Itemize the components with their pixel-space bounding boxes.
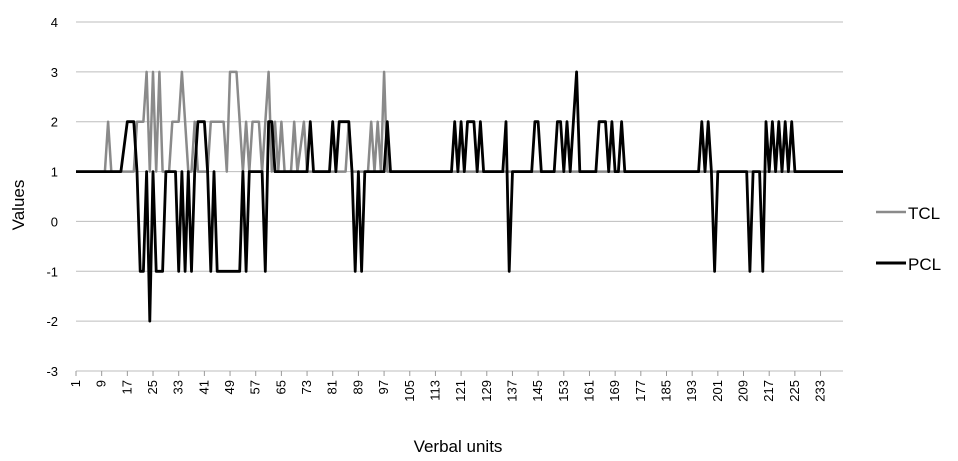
x-axis-title: Verbal units xyxy=(414,437,503,456)
y-tick-label: 1 xyxy=(51,165,58,180)
legend-label-tcl: TCL xyxy=(908,204,940,223)
y-tick-label: 4 xyxy=(51,15,58,30)
x-tick-label: 73 xyxy=(299,380,314,394)
y-axis-title: Values xyxy=(9,180,28,231)
x-tick-label: 177 xyxy=(633,380,648,402)
x-tick-label: 1 xyxy=(68,380,83,387)
gridlines xyxy=(76,21,843,372)
x-tick-label: 129 xyxy=(479,380,494,402)
x-tick-label: 97 xyxy=(376,380,391,394)
x-tick-label: 25 xyxy=(145,380,160,394)
x-tick-label: 201 xyxy=(710,380,725,402)
x-tick-label: 233 xyxy=(813,380,828,402)
y-tick-label: -1 xyxy=(46,264,58,279)
x-tick-label: 9 xyxy=(94,380,109,387)
x-tick-label: 17 xyxy=(119,380,134,394)
x-tick-label: 145 xyxy=(530,380,545,402)
x-tick-label: 169 xyxy=(607,380,622,402)
x-tick-label: 161 xyxy=(581,380,596,402)
x-tick-label: 81 xyxy=(325,380,340,394)
y-tick-labels: -3 -2 -1 0 1 2 3 4 xyxy=(46,15,58,379)
x-tick-label: 121 xyxy=(453,380,468,402)
y-tick-label: 0 xyxy=(51,214,58,229)
x-tick-label: 113 xyxy=(427,380,442,401)
x-tick-label: 217 xyxy=(761,380,776,402)
legend-label-pcl: PCL xyxy=(908,255,941,274)
x-tick-label: 57 xyxy=(248,380,263,394)
series-line-tcl xyxy=(76,70,843,173)
x-tick-label: 225 xyxy=(787,380,802,402)
x-tick-label: 49 xyxy=(222,380,237,394)
x-tick-label: 153 xyxy=(556,380,571,402)
legend: TCL PCL xyxy=(876,204,941,274)
y-tick-label: -2 xyxy=(46,314,58,329)
x-tick-label: 137 xyxy=(504,380,519,402)
series-lines xyxy=(76,70,843,323)
x-tick-label: 185 xyxy=(658,380,673,402)
x-tick-label: 209 xyxy=(736,380,751,402)
y-tick-label: -3 xyxy=(46,364,58,379)
x-tick-label: 65 xyxy=(273,380,288,394)
y-tick-label: 2 xyxy=(51,115,58,130)
x-tick-label: 193 xyxy=(684,380,699,402)
x-tick-label: 89 xyxy=(350,380,365,394)
x-tick-label: 41 xyxy=(196,380,211,394)
x-tick-label: 33 xyxy=(171,380,186,394)
x-tick-label: 105 xyxy=(402,380,417,402)
x-tick-labels: 1 9 17 25 33 41 49 57 65 73 81 89 97 105 113 121 129 137 1… xyxy=(68,371,828,402)
series-line-pcl xyxy=(76,70,843,323)
y-tick-label: 3 xyxy=(51,65,58,80)
